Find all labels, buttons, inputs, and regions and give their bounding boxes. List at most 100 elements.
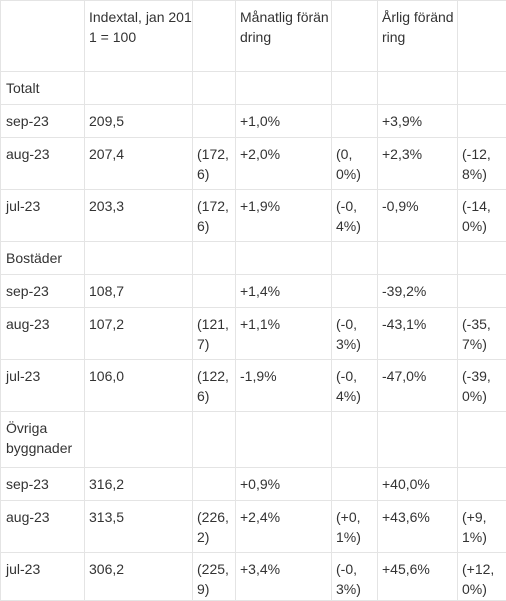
annual-change-cell: -43,1%: [378, 308, 458, 360]
table-row: aug-23 313,5 (226,2) +2,4% (+0,1%) +43,6…: [1, 501, 506, 553]
monthly-change-cell: +1,1%: [236, 308, 332, 360]
section-title: Bostäder: [1, 242, 85, 275]
monthly-change-cell: +2,0%: [236, 138, 332, 190]
section-title: Totalt: [1, 72, 85, 105]
index-cell: 209,5: [85, 105, 193, 138]
month-cell: aug-23: [1, 501, 85, 553]
monthly-change-cell: -1,9%: [236, 360, 332, 412]
table-row: jul-23 306,2 (225,9) +3,4% (-0,3%) +45,6…: [1, 553, 506, 601]
monthly-change-cell: +1,4%: [236, 275, 332, 308]
month-cell: aug-23: [1, 138, 85, 190]
prev-annual-change-cell: (-39,0%): [458, 360, 506, 412]
section-title: Övriga byggnader: [1, 412, 85, 468]
monthly-change-cell: +3,4%: [236, 553, 332, 601]
prev-annual-change-cell: (-35,7%): [458, 308, 506, 360]
month-cell: jul-23: [1, 553, 85, 601]
table-row: aug-23 207,4 (172,6) +2,0% (0,0%) +2,3% …: [1, 138, 506, 190]
table-cell: [193, 72, 236, 105]
annual-change-cell: -0,9%: [378, 190, 458, 242]
prev-annual-change-cell: [458, 275, 506, 308]
header-cell-empty: [1, 1, 85, 72]
prev-index-cell: [193, 275, 236, 308]
table-cell: [378, 412, 458, 468]
annual-change-cell: -47,0%: [378, 360, 458, 412]
prev-index-cell: (172,6): [193, 190, 236, 242]
prev-monthly-change-cell: (0,0%): [332, 138, 378, 190]
prev-monthly-change-cell: (-0,3%): [332, 553, 378, 601]
header-cell-empty: [193, 1, 236, 72]
index-cell: 203,3: [85, 190, 193, 242]
month-cell: jul-23: [1, 360, 85, 412]
table-cell: [85, 242, 193, 275]
header-monthly: Månatlig förändring: [236, 1, 332, 72]
monthly-change-cell: +1,9%: [236, 190, 332, 242]
annual-change-cell: -39,2%: [378, 275, 458, 308]
prev-index-cell: (121,7): [193, 308, 236, 360]
table-cell: [332, 72, 378, 105]
month-cell: sep-23: [1, 468, 85, 501]
prev-monthly-change-cell: [332, 105, 378, 138]
table-cell: [85, 72, 193, 105]
prev-annual-change-cell: [458, 105, 506, 138]
prev-monthly-change-cell: [332, 275, 378, 308]
annual-change-cell: +40,0%: [378, 468, 458, 501]
section-row-totalt: Totalt: [1, 72, 506, 105]
table-cell: [458, 72, 506, 105]
prev-monthly-change-cell: [332, 468, 378, 501]
header-cell-empty: [458, 1, 506, 72]
table-row: sep-23 316,2 +0,9% +40,0%: [1, 468, 506, 501]
prev-annual-change-cell: [458, 468, 506, 501]
prev-index-cell: [193, 105, 236, 138]
table-row: sep-23 108,7 +1,4% -39,2%: [1, 275, 506, 308]
prev-annual-change-cell: (-12,8%): [458, 138, 506, 190]
annual-change-cell: +2,3%: [378, 138, 458, 190]
index-cell: 306,2: [85, 553, 193, 601]
table-row: jul-23 106,0 (122,6) -1,9% (-0,4%) -47,0…: [1, 360, 506, 412]
monthly-change-cell: +2,4%: [236, 501, 332, 553]
table-cell: [458, 412, 506, 468]
section-row-bostader: Bostäder: [1, 242, 506, 275]
header-index: Indextal, jan 2011 = 100: [85, 1, 193, 72]
table-cell: [236, 72, 332, 105]
month-cell: aug-23: [1, 308, 85, 360]
table-cell: [378, 242, 458, 275]
header-row: Indextal, jan 2011 = 100 Månatlig föränd…: [1, 1, 506, 72]
table-row: aug-23 107,2 (121,7) +1,1% (-0,3%) -43,1…: [1, 308, 506, 360]
annual-change-cell: +3,9%: [378, 105, 458, 138]
section-row-ovriga-byggnader: Övriga byggnader: [1, 412, 506, 468]
prev-index-cell: (225,9): [193, 553, 236, 601]
index-cell: 108,7: [85, 275, 193, 308]
prev-index-cell: (122,6): [193, 360, 236, 412]
index-cell: 107,2: [85, 308, 193, 360]
index-cell: 106,0: [85, 360, 193, 412]
header-annual: Årlig förändring: [378, 1, 458, 72]
table-row: sep-23 209,5 +1,0% +3,9%: [1, 105, 506, 138]
table-cell: [332, 242, 378, 275]
header-cell-empty: [332, 1, 378, 72]
index-cell: 313,5: [85, 501, 193, 553]
monthly-change-cell: +1,0%: [236, 105, 332, 138]
annual-change-cell: +43,6%: [378, 501, 458, 553]
table-row: jul-23 203,3 (172,6) +1,9% (-0,4%) -0,9%…: [1, 190, 506, 242]
table-cell: [458, 242, 506, 275]
prev-monthly-change-cell: (-0,4%): [332, 190, 378, 242]
table-cell: [193, 412, 236, 468]
month-cell: sep-23: [1, 105, 85, 138]
prev-monthly-change-cell: (+0,1%): [332, 501, 378, 553]
month-cell: jul-23: [1, 190, 85, 242]
index-cell: 207,4: [85, 138, 193, 190]
table-cell: [236, 412, 332, 468]
prev-annual-change-cell: (-14,0%): [458, 190, 506, 242]
month-cell: sep-23: [1, 275, 85, 308]
prev-index-cell: (226,2): [193, 501, 236, 553]
annual-change-cell: +45,6%: [378, 553, 458, 601]
table-cell: [85, 412, 193, 468]
table-cell: [332, 412, 378, 468]
index-cell: 316,2: [85, 468, 193, 501]
prev-monthly-change-cell: (-0,4%): [332, 360, 378, 412]
prev-monthly-change-cell: (-0,3%): [332, 308, 378, 360]
prev-annual-change-cell: (+9,1%): [458, 501, 506, 553]
table-cell: [378, 72, 458, 105]
prev-annual-change-cell: (+12,0%): [458, 553, 506, 601]
